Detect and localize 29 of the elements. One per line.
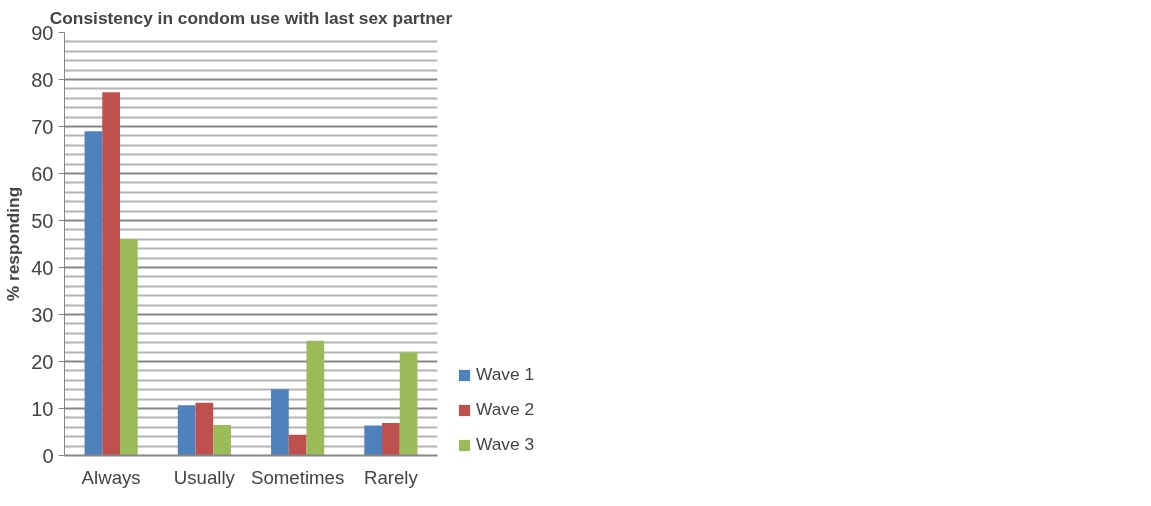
y-tick-label: 10 <box>31 397 54 420</box>
y-tick-label: 20 <box>31 350 54 373</box>
bar <box>195 402 214 456</box>
x-tick-label: Sometimes <box>250 466 345 488</box>
bar <box>288 434 307 456</box>
bar <box>306 340 325 456</box>
bar <box>271 389 289 456</box>
bar <box>382 423 400 456</box>
y-tick-label: 40 <box>31 256 54 279</box>
bar <box>102 92 120 456</box>
y-tick-label: 0 <box>42 444 54 467</box>
bar <box>119 239 138 456</box>
bar <box>213 424 231 456</box>
bar <box>84 131 103 456</box>
x-tick-label: Rarely <box>363 466 419 488</box>
y-tick-label: 50 <box>31 209 54 232</box>
bar <box>364 425 383 456</box>
y-tick-label: 30 <box>31 303 54 326</box>
bar <box>399 352 418 456</box>
x-tick-label: Always <box>81 466 141 488</box>
legend-label: Wave 2 <box>476 399 535 420</box>
y-axis-title: % responding <box>3 186 24 302</box>
legend-label: Wave 1 <box>476 364 535 385</box>
x-tick-label: Usually <box>173 466 236 488</box>
y-tick-label: 70 <box>31 115 54 138</box>
bar <box>177 405 196 456</box>
y-tick-label: 80 <box>31 68 54 91</box>
legend-label: Wave 3 <box>476 434 535 455</box>
y-tick-label: 60 <box>31 162 54 185</box>
